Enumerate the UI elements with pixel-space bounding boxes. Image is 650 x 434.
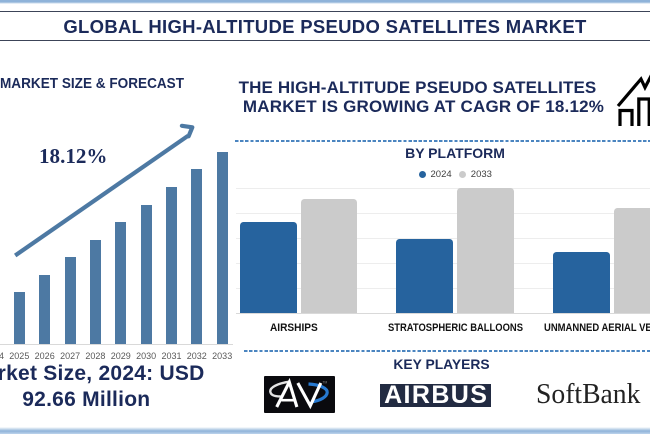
svg-text:TM: TM: [322, 381, 327, 385]
